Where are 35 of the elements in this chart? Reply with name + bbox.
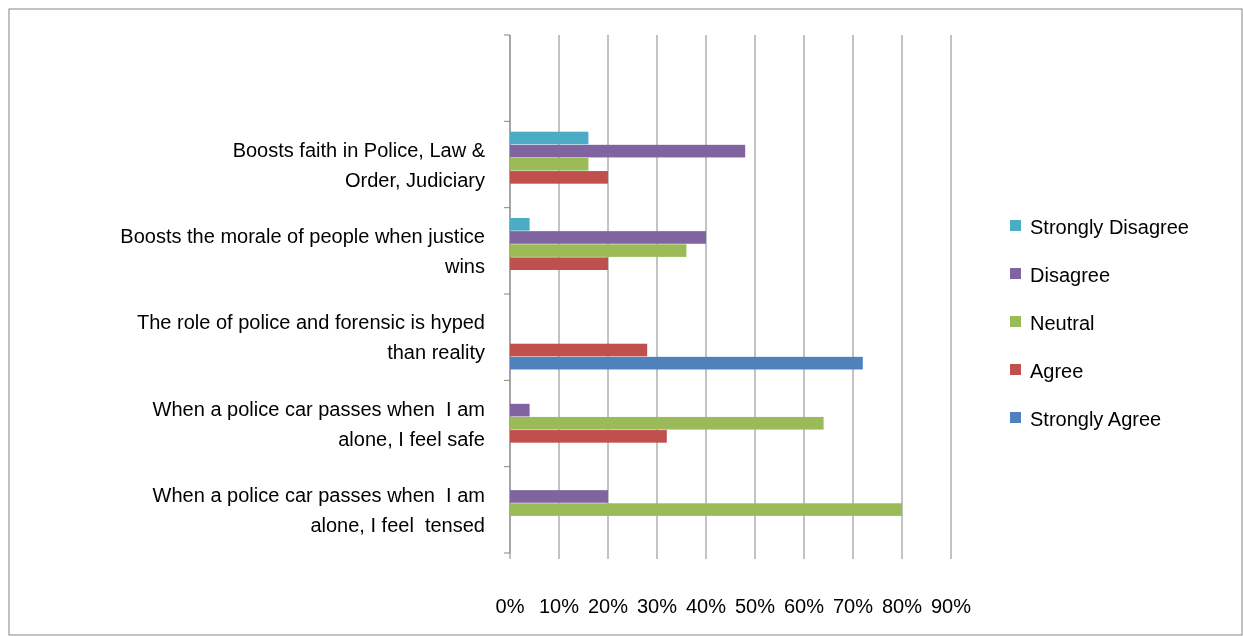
bar (510, 490, 608, 503)
bar (510, 257, 608, 271)
x-tick-label: 60% (783, 595, 825, 617)
bar (510, 144, 746, 158)
legend-label: Neutral (1030, 312, 1095, 334)
legend-label: Strongly Agree (1030, 408, 1162, 430)
bar (510, 157, 589, 171)
x-tick-label: 20% (587, 595, 629, 617)
x-tick-label: 0% (495, 595, 525, 617)
bar (510, 503, 902, 516)
y-tick-label: When a police car passes when I am alone, I feel tensed (152, 483, 485, 536)
bar (510, 416, 824, 430)
x-tick-label: 90% (930, 595, 972, 617)
x-tick-label: 30% (636, 595, 678, 617)
y-tick-label: Boosts the morale of people when justice wins (120, 224, 485, 277)
x-tick-label: 70% (832, 595, 874, 617)
x-tick-label: 40% (685, 595, 727, 617)
legend-label: Strongly Disagree (1030, 216, 1189, 238)
legend-label: Disagree (1030, 264, 1111, 286)
legend-label: Agree (1030, 360, 1084, 382)
bar (510, 231, 706, 244)
bar (510, 244, 687, 257)
bar (510, 218, 530, 231)
bar (510, 403, 530, 417)
bar (510, 131, 589, 145)
x-tick-label: 10% (538, 595, 580, 617)
bar (510, 356, 863, 370)
bar (510, 430, 667, 443)
bar (510, 171, 608, 184)
x-tick-label: 50% (734, 595, 776, 617)
x-tick-label: 80% (881, 595, 923, 617)
y-tick-label: Boosts faith in Police, Law & Order, Judiciary (232, 138, 486, 191)
y-tick-label: When a police car passes when I am alone, I feel safe (152, 397, 485, 450)
bar (510, 343, 648, 357)
y-tick-label: The role of police and forensic is hyped than reality (137, 311, 485, 364)
